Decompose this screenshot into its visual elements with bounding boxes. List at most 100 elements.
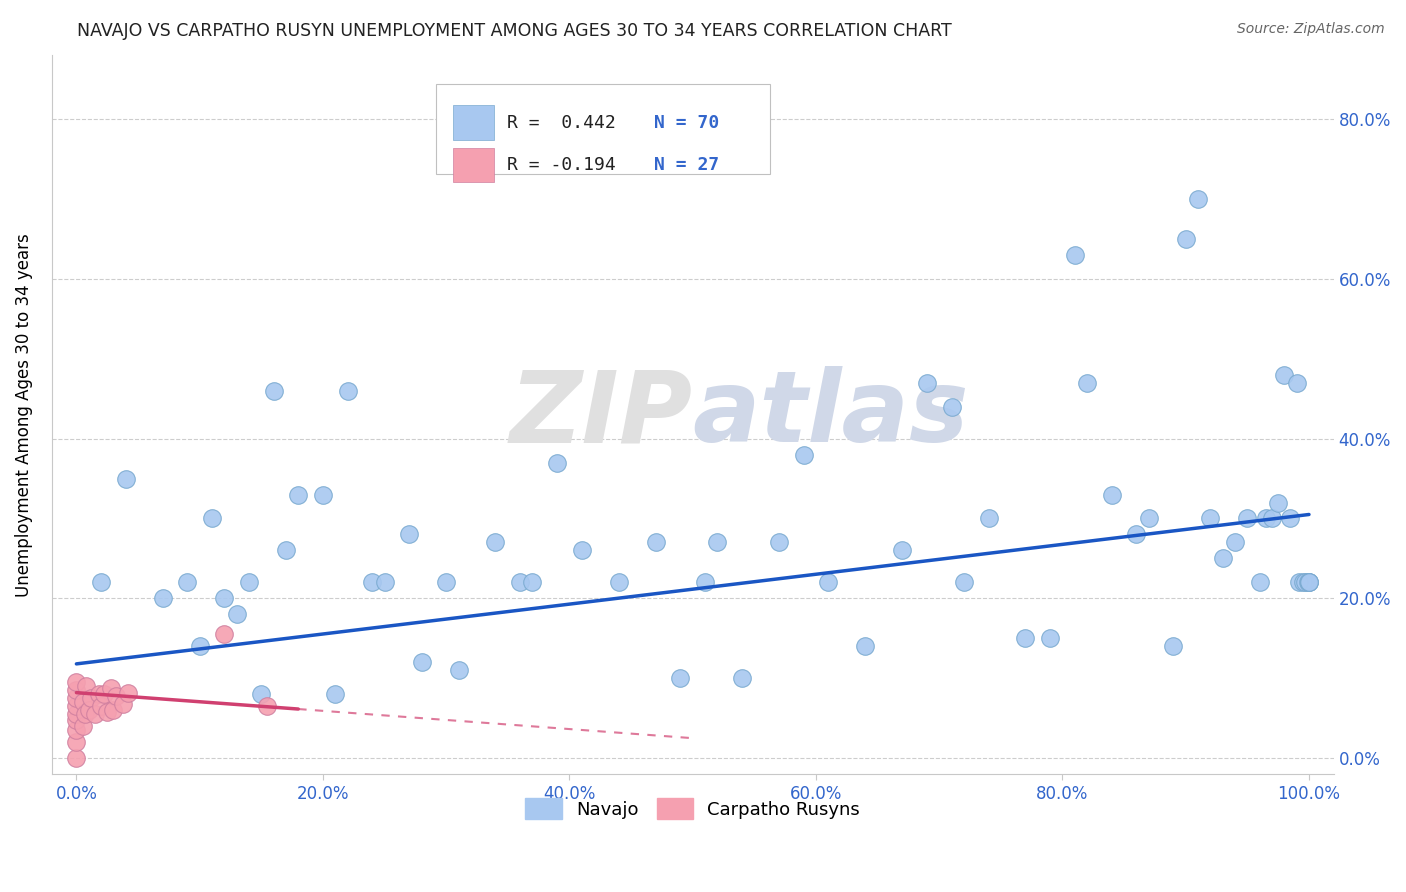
Point <box>238 575 260 590</box>
Point <box>250 687 273 701</box>
Point <box>1249 575 1271 590</box>
Point <box>1298 575 1320 590</box>
Point <box>434 575 457 590</box>
Point <box>1298 575 1320 590</box>
Point <box>65 735 87 749</box>
Point <box>607 575 630 590</box>
Point <box>103 703 125 717</box>
Point <box>90 575 112 590</box>
Point <box>100 681 122 695</box>
Legend: Navajo, Carpatho Rusyns: Navajo, Carpatho Rusyns <box>519 791 868 826</box>
Point <box>274 543 297 558</box>
Point <box>484 535 506 549</box>
Point <box>571 543 593 558</box>
Point <box>114 471 136 485</box>
Point <box>1063 248 1085 262</box>
Text: NAVAJO VS CARPATHO RUSYN UNEMPLOYMENT AMONG AGES 30 TO 34 YEARS CORRELATION CHAR: NAVAJO VS CARPATHO RUSYN UNEMPLOYMENT AM… <box>77 22 952 40</box>
Point <box>1101 487 1123 501</box>
Text: R =  0.442: R = 0.442 <box>506 113 616 131</box>
Point <box>891 543 914 558</box>
Point <box>1261 511 1284 525</box>
Point <box>817 575 839 590</box>
Point <box>447 663 470 677</box>
Point <box>374 575 396 590</box>
Point <box>977 511 1000 525</box>
Point <box>509 575 531 590</box>
Point <box>77 703 100 717</box>
Point <box>1137 511 1160 525</box>
Point <box>312 487 335 501</box>
Point <box>522 575 544 590</box>
Point <box>1272 368 1295 382</box>
Point <box>214 591 236 606</box>
Point <box>1199 511 1222 525</box>
Point <box>1288 575 1310 590</box>
Point <box>176 575 198 590</box>
Point <box>96 705 118 719</box>
Bar <box>453 147 494 182</box>
Point <box>152 591 174 606</box>
Text: atlas: atlas <box>693 366 969 463</box>
Point <box>1125 527 1147 541</box>
Point <box>65 683 87 698</box>
Point <box>112 697 135 711</box>
Point <box>411 655 433 669</box>
Point <box>65 723 87 738</box>
Point <box>768 535 790 549</box>
Point <box>731 671 754 685</box>
Point <box>1298 575 1320 590</box>
Point <box>73 707 96 722</box>
Point <box>65 713 87 727</box>
Text: ZIP: ZIP <box>510 366 693 463</box>
Point <box>336 384 359 398</box>
Point <box>65 691 87 706</box>
Point <box>1285 376 1308 390</box>
Point <box>853 640 876 654</box>
Y-axis label: Unemployment Among Ages 30 to 34 years: Unemployment Among Ages 30 to 34 years <box>15 233 32 597</box>
Point <box>1296 575 1319 590</box>
Point <box>1076 376 1098 390</box>
Point <box>1223 535 1246 549</box>
FancyBboxPatch shape <box>436 84 769 174</box>
Point <box>65 707 87 722</box>
Point <box>287 487 309 501</box>
Point <box>214 627 236 641</box>
Point <box>104 689 127 703</box>
Point <box>1267 495 1289 509</box>
Bar <box>453 105 494 140</box>
Point <box>75 679 97 693</box>
Point <box>1279 511 1302 525</box>
Point <box>201 511 224 525</box>
Point <box>669 671 692 685</box>
Point <box>256 699 278 714</box>
Point <box>361 575 384 590</box>
Point <box>1236 511 1258 525</box>
Text: N = 27: N = 27 <box>654 156 720 174</box>
Point <box>87 687 110 701</box>
Point <box>1014 632 1036 646</box>
Point <box>706 535 728 549</box>
Point <box>915 376 938 390</box>
Point <box>644 535 666 549</box>
Point <box>65 699 87 714</box>
Point <box>90 699 112 714</box>
Point <box>1187 192 1209 206</box>
Text: N = 70: N = 70 <box>654 113 720 131</box>
Point <box>72 695 94 709</box>
Point <box>1292 575 1315 590</box>
Point <box>188 640 211 654</box>
Point <box>546 456 568 470</box>
Text: R = -0.194: R = -0.194 <box>506 156 616 174</box>
Point <box>93 687 115 701</box>
Point <box>1174 232 1197 246</box>
Point <box>793 448 815 462</box>
Point <box>693 575 716 590</box>
Point <box>1294 575 1316 590</box>
Point <box>323 687 346 701</box>
Point <box>398 527 420 541</box>
Point <box>263 384 285 398</box>
Point <box>225 607 247 622</box>
Point <box>1163 640 1185 654</box>
Point <box>65 675 87 690</box>
Point <box>83 707 105 722</box>
